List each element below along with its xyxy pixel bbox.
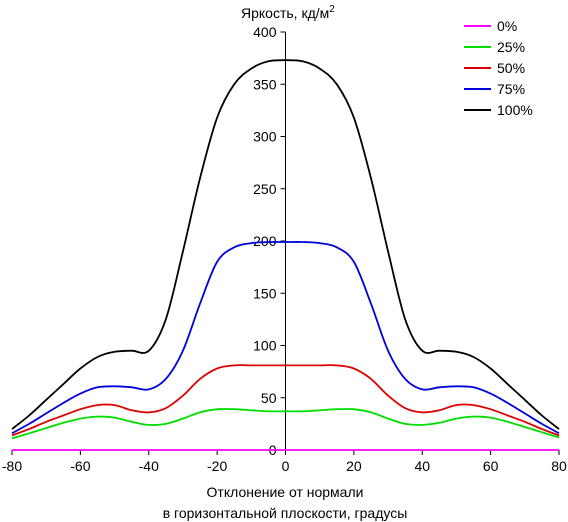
x-tick-label: 20 bbox=[346, 458, 362, 474]
y-tick-label: 350 bbox=[253, 76, 277, 92]
y-tick-label: 150 bbox=[253, 285, 277, 301]
y-tick-label: 200 bbox=[253, 233, 277, 249]
legend-label: 0% bbox=[497, 18, 517, 34]
y-tick-label: 50 bbox=[261, 390, 277, 406]
series-line-100pct bbox=[11, 59, 560, 430]
series-line-50pct bbox=[11, 364, 560, 437]
x-tick-label: -80 bbox=[2, 458, 22, 474]
y-tick-label: 250 bbox=[253, 181, 277, 197]
y-tick-label: 100 bbox=[253, 338, 277, 354]
x-tick-label: -20 bbox=[207, 458, 227, 474]
y-tick-label: 300 bbox=[253, 129, 277, 145]
x-tick-label: -60 bbox=[70, 458, 90, 474]
x-axis-title-line-1: Отклонение от нормали bbox=[207, 484, 364, 500]
y-axis-title-superscript: 2 bbox=[329, 4, 335, 15]
x-tick-label: 80 bbox=[551, 458, 567, 474]
legend-item: 100% bbox=[464, 102, 533, 118]
legend-item: 75% bbox=[464, 81, 525, 97]
legend-item: 0% bbox=[464, 18, 517, 34]
series-line-75pct bbox=[11, 241, 560, 435]
y-axis-title-text: Яркость, кд/м bbox=[241, 5, 329, 21]
legend-label: 25% bbox=[497, 39, 525, 55]
y-tick-label: 400 bbox=[253, 24, 277, 40]
series-line-25pct bbox=[11, 408, 560, 440]
legend: 0% 25% 50% 75% 100% bbox=[464, 18, 533, 118]
legend-item: 25% bbox=[464, 39, 525, 55]
y-axis-title: Яркость, кд/м2 bbox=[241, 4, 335, 21]
legend-label: 100% bbox=[497, 102, 533, 118]
x-tick-label: 40 bbox=[414, 458, 430, 474]
axes: -80 -60 -40 -20 0 20 40 60 800501001502002503003… bbox=[2, 24, 567, 474]
x-axis-title-line-2: в горизонтальной плоскости, градусы bbox=[163, 505, 408, 521]
x-tick-label: 0 bbox=[282, 458, 290, 474]
x-tick-label: 60 bbox=[483, 458, 499, 474]
legend-label: 75% bbox=[497, 81, 525, 97]
series-lines bbox=[11, 59, 560, 451]
legend-item: 50% bbox=[464, 60, 525, 76]
legend-label: 50% bbox=[497, 60, 525, 76]
x-tick-label: -40 bbox=[139, 458, 159, 474]
